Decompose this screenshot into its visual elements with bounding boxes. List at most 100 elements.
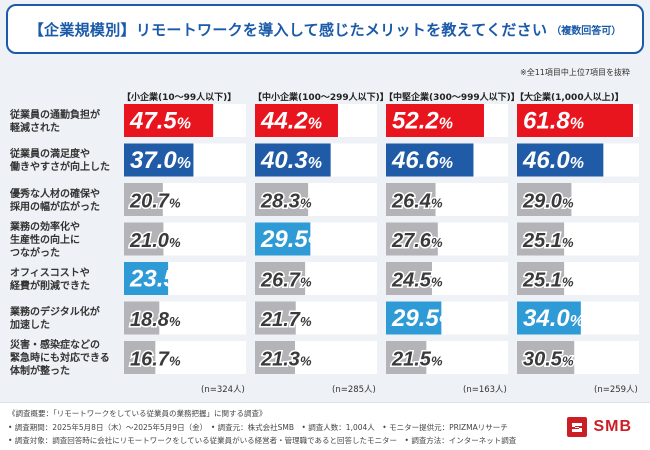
sample-size-1: (n=285人): [332, 385, 376, 395]
value-label: 23.5%: [129, 266, 191, 293]
value-label: 28.3%: [260, 191, 312, 213]
bar-小企業-5: [124, 301, 160, 335]
value-label: 29.5%: [391, 305, 453, 332]
category-label-line: 優秀な人材の確保や: [10, 188, 100, 200]
category-label-0: 従業員の通勤負担が 軽減された: [10, 109, 100, 135]
value-label: 44.2%: [260, 108, 322, 135]
category-label-2: 優秀な人材の確保や 採用の幅が広がった: [10, 188, 100, 214]
value-label: 30.5%: [523, 349, 574, 371]
bar-中堅企業-1: [386, 143, 474, 177]
category-label-line: 緊急時にも対応できる: [10, 353, 110, 364]
title-box: 【企業規模別】リモートワークを導入して感じたメリットを教えてください （複数回答…: [6, 4, 644, 54]
chart-subtitle: （複数回答可）: [551, 25, 622, 37]
bar-大企業-0: [517, 104, 633, 137]
sample-size-2: (n=163人): [463, 385, 507, 395]
footer-survey-title: 《調査概要：「リモートワークをしている従業員の業務把握」に関する調査》: [8, 409, 267, 418]
note: ※全11項目中上位7項目を抜粋: [520, 68, 630, 77]
bar-中堅企業-3: [386, 222, 438, 256]
bar-中堅企業-4: [386, 262, 432, 295]
bar-中堅企業-2: [386, 183, 436, 216]
group-header-1: 【中小企業(100～299人以下)】: [253, 93, 389, 103]
value-label: 52.2%: [392, 108, 453, 135]
footer: 《調査概要：「リモートワークをしている従業員の業務把握」に関する調査》 • 調査…: [0, 402, 650, 450]
bar-大企業-3: [517, 222, 565, 256]
category-label-3: 業務の効率化や 生産性の向上に つながった: [10, 221, 80, 260]
bar-小企業-3: [124, 222, 164, 256]
category-label-line: オフィスコストや: [10, 267, 90, 279]
bar-小企業-4: [124, 262, 169, 295]
bar-小企業-6: [124, 341, 156, 374]
value-label: 25.1%: [522, 230, 574, 252]
bar-小企業-0: [124, 104, 214, 137]
value-label: 18.8%: [130, 309, 181, 331]
category-label-4: オフィスコストや 経費が削減できた: [10, 267, 90, 293]
bar-中堅企業-5: [386, 301, 442, 335]
sample-size-0: (n=324人): [201, 385, 245, 395]
category-label-line: 軽減された: [10, 122, 60, 134]
category-label-line: 働きやすさが向上した: [10, 162, 110, 173]
footer-survey-target: • 調査対象：調査回答時に会社にリモートワークをしている従業員がいる経営者・管理…: [8, 436, 517, 445]
value-label: 29.5%: [260, 226, 322, 253]
sample-size-3: (n=259人): [594, 385, 638, 395]
bar-小企業-1: [124, 143, 194, 177]
bar-中小企業-5: [255, 301, 296, 335]
value-label: 46.6%: [391, 147, 453, 174]
value-label: 25.1%: [522, 270, 574, 292]
bar-中小企業-3: [255, 222, 311, 256]
value-label: 21.7%: [260, 309, 312, 331]
value-label: 21.0%: [129, 230, 181, 252]
bar-中堅企業-6: [386, 341, 427, 374]
category-label-line: 経費が削減できた: [10, 280, 90, 292]
bar-大企業-4: [517, 262, 565, 295]
category-label-1: 従業員の満足度や働きやすさが向上した: [10, 148, 110, 174]
bar-中堅企業-0: [386, 104, 484, 137]
value-label: 37.0%: [130, 147, 191, 174]
value-label: 29.0%: [522, 191, 574, 213]
chart-title: 【企業規模別】リモートワークを導入して感じたメリットを教えてください: [28, 20, 548, 39]
category-label-line: 従業員の通勤負担が: [10, 109, 100, 121]
category-label-line: 採用の幅が広がった: [10, 201, 100, 213]
bar-大企業-6: [517, 341, 575, 374]
smb-logo-text: SMB: [593, 418, 632, 435]
value-label: 40.3%: [260, 147, 322, 174]
smb-logo-icon: [567, 417, 588, 437]
value-label: 47.5%: [129, 108, 191, 135]
value-label: 21.5%: [391, 349, 443, 371]
value-label: 27.6%: [391, 230, 443, 252]
category-label-line: 災害・感染症などの: [10, 340, 100, 351]
value-label: 20.7%: [129, 191, 181, 213]
value-label: 26.4%: [391, 191, 443, 213]
value-label: 21.3%: [260, 349, 312, 371]
value-label: 61.8%: [523, 108, 584, 135]
group-header-3: 【大企業(1,000人以上)】: [515, 93, 624, 103]
category-label-line: 従業員の満足度や: [10, 149, 90, 160]
chart-svg: 47.5% 37.0% 20.7% 21.0% 23.5% 18.8% 16.7% 44.2%…: [124, 104, 639, 374]
category-label-line: 加速した: [10, 320, 50, 331]
category-label-line: 体制が整った: [10, 366, 70, 377]
value-label: 24.5%: [391, 270, 443, 292]
group-header-0: 【小企業(10～99人以下)】: [122, 93, 237, 103]
chart-area: 47.5% 37.0% 20.7% 21.0% 23.5% 18.8% 16.7% 44.2%…: [10, 93, 639, 395]
bar-大企業-1: [517, 143, 604, 177]
category-label-line: 生産性の向上に: [10, 234, 80, 246]
category-label-6: 災害・感染症などの 緊急時にも対応できる 体制が整った: [10, 339, 110, 378]
bar-大企業-5: [517, 301, 581, 335]
value-label: 34.0%: [523, 305, 584, 332]
bar-大企業-2: [517, 183, 572, 216]
bar-小企業-2: [124, 183, 163, 216]
bar-中小企業-6: [255, 341, 295, 374]
value-label: 16.7%: [130, 349, 181, 371]
category-label-line: 業務のデジタル化が: [10, 307, 100, 318]
footer-survey-details: • 調査期間：2025年5月8日（木）～2025年5月9日（金） • 調査元：株…: [8, 423, 508, 432]
category-label-line: つながった: [10, 247, 60, 259]
smb-logo: SMB: [566, 416, 632, 438]
value-label: 46.0%: [522, 147, 584, 174]
bar-中小企業-4: [255, 262, 306, 295]
bar-中小企業-1: [255, 143, 331, 177]
bar-中小企業-2: [255, 183, 309, 216]
category-label-5: 業務のデジタル化が 加速した: [10, 306, 100, 332]
value-label: 26.7%: [260, 270, 312, 292]
category-label-line: 業務の効率化や: [10, 221, 80, 233]
bar-中小企業-0: [255, 104, 338, 137]
group-header-2: 【中堅企業(300～999人以下)】: [384, 93, 520, 103]
